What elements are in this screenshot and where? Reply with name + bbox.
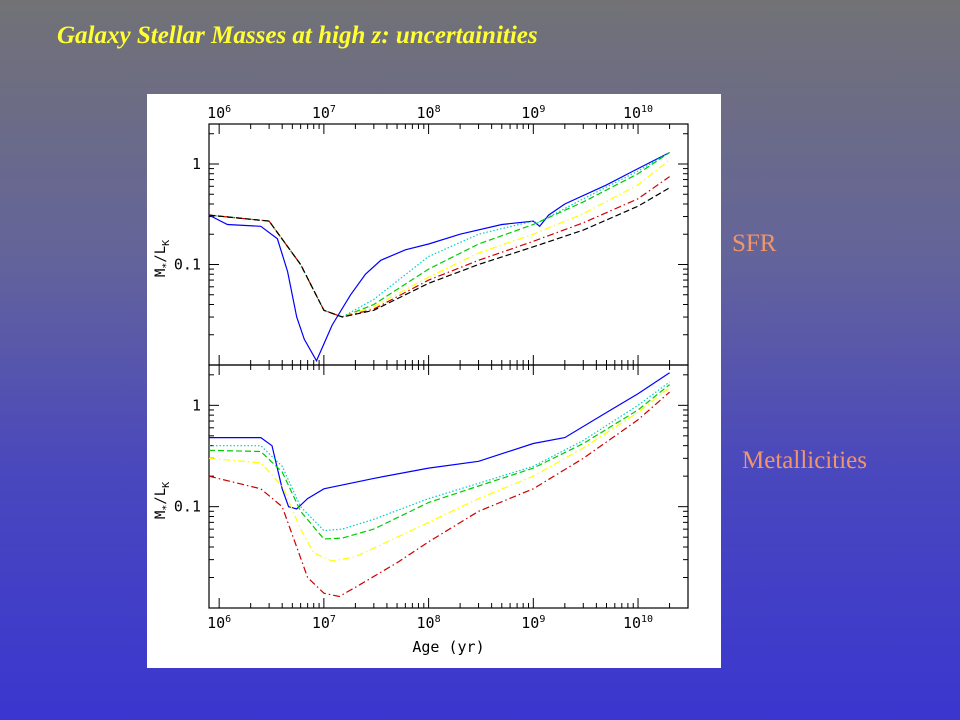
panel-sfr-y-tick-label: 1 (192, 155, 201, 173)
svg-text:M*/LK: M*/LK (153, 240, 172, 277)
sfr-label: SFR (732, 230, 777, 257)
panel-metallicities-y-tick-label: 1 (192, 396, 201, 414)
panel-metallicities-series-line-0 (209, 372, 670, 510)
panel-sfr-series-line-3 (208, 159, 670, 318)
panel-sfr-series-line-4 (208, 176, 670, 318)
panel-sfr-series-line-2 (208, 152, 670, 318)
panel-metallicities-x-axis-label: Age (yr) (412, 638, 484, 656)
panel-sfr-x-tick-label: 109 (521, 104, 545, 122)
panel-sfr-series-line-5 (208, 187, 670, 318)
panel-metallicities-series-line-4 (208, 391, 670, 598)
panel-metallicities-x-tick-label: 109 (521, 614, 545, 632)
metallicities-label: Metallicities (742, 447, 867, 474)
panel-metallicities-frame (208, 364, 689, 609)
panel-sfr-frame (208, 123, 689, 366)
panel-sfr-x-tick-label: 107 (312, 104, 336, 122)
panel-metallicities-series-line-2 (208, 384, 670, 540)
panel-metallicities-y-axis-label: M*/LK (153, 482, 172, 519)
slide-title: Galaxy Stellar Masses at high z: uncerta… (57, 22, 538, 49)
panel-metallicities-series-line-1 (209, 381, 670, 532)
panel-sfr-x-tick-label: 1010 (623, 104, 653, 122)
panel-metallicities-x-tick-label: 1010 (623, 614, 653, 632)
panel-metallicities-y-tick-label: 0.1 (174, 498, 201, 516)
panel-metallicities-x-tick-label: 107 (312, 614, 336, 632)
panel-sfr-y-tick-label: 0.1 (174, 255, 201, 273)
panel-sfr-series-line-0 (208, 151, 670, 363)
panel-metallicities-x-tick-label: 108 (417, 614, 441, 632)
svg-text:M*/LK: M*/LK (153, 482, 172, 519)
panel-metallicities-x-tick-label: 106 (207, 614, 231, 632)
panel-sfr-series-line-1 (208, 151, 670, 318)
panel-sfr-y-axis-label: M*/LK (153, 240, 172, 277)
panel-metallicities-series-line-3 (208, 387, 670, 562)
figure-panel: 106 107 108 109 1010 1 0.1 M*/LK 106 107 108 109 101… (147, 94, 721, 668)
panel-sfr-x-tick-label: 106 (207, 104, 231, 122)
panel-sfr-x-tick-label: 108 (417, 104, 441, 122)
